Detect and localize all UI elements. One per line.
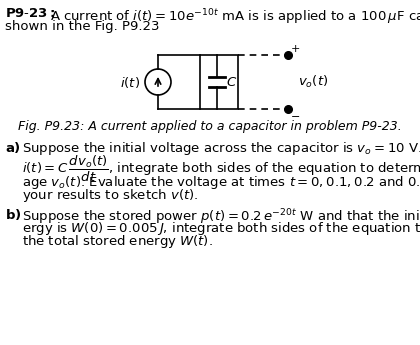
Text: Fig. P9.23: A current applied to a capacitor in problem P9-23.: Fig. P9.23: A current applied to a capac… [18,120,402,133]
Bar [200,55,238,109]
Text: $\bf{a)}$: $\bf{a)}$ [5,140,21,155]
Text: your results to sketch $v(t)$.: your results to sketch $v(t)$. [22,187,198,204]
Text: $-$: $-$ [290,110,300,120]
Text: ergy is $W(0) = 0.005\,J$, integrate both sides of the equation to determine: ergy is $W(0) = 0.005\,J$, integrate bot… [22,220,420,237]
Text: Suppose the initial voltage across the capacitor is $v_o = 10$ V. Knowing that: Suppose the initial voltage across the c… [22,140,420,157]
Text: Suppose the stored power $p(t) = 0.2\,e^{-20t}$ W and that the initial stored en: Suppose the stored power $p(t) = 0.2\,e^… [22,207,420,227]
Text: $v_o(t)$: $v_o(t)$ [298,74,328,90]
Text: $+$: $+$ [290,43,300,54]
Text: A current of $i(t) = 10e^{-10t}$ mA is is applied to a $100\,\mu$F capacitor as: A current of $i(t) = 10e^{-10t}$ mA is i… [50,7,420,27]
Text: the total stored energy $W(t)$.: the total stored energy $W(t)$. [22,233,213,250]
Text: $\bf{P9\text{-}23:}$: $\bf{P9\text{-}23:}$ [5,7,55,20]
Text: $i(t)$: $i(t)$ [120,75,140,89]
Text: $i(t) = C\,\dfrac{dv_o(t)}{dt}$, integrate both sides of the equation to determi: $i(t) = C\,\dfrac{dv_o(t)}{dt}$, integra… [22,154,420,184]
Text: $C$: $C$ [226,76,237,89]
Text: $\bf{b)}$: $\bf{b)}$ [5,207,21,222]
Text: age $v_o(t)$. Evaluate the voltage at times $t = 0, 0.1, 0.2$ and $0.5$ s and us: age $v_o(t)$. Evaluate the voltage at ti… [22,174,420,191]
Text: shown in the Fig. P9.23: shown in the Fig. P9.23 [5,20,160,33]
